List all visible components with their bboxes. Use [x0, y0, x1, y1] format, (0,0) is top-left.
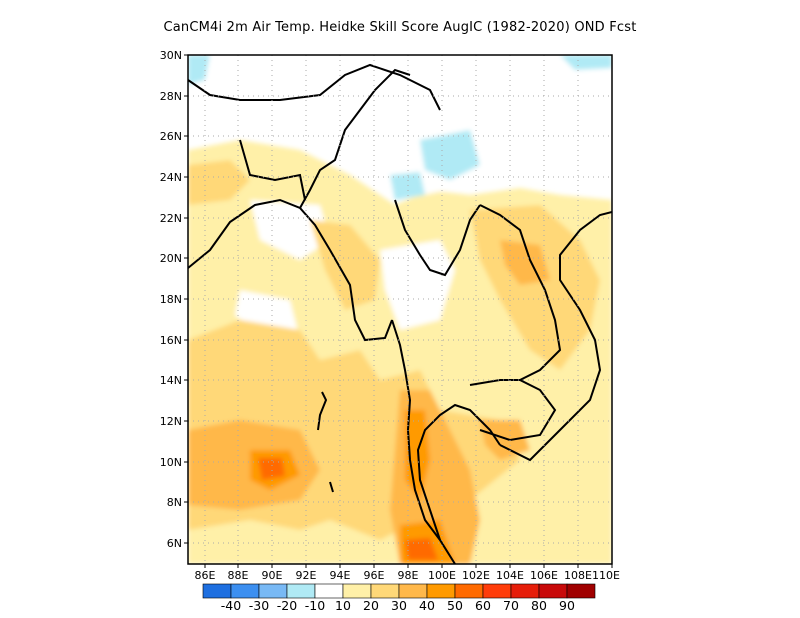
map-title: CanCM4i 2m Air Temp. Heidke Skill Score … [163, 20, 637, 35]
lat-label: 30N [160, 49, 182, 62]
lon-label: 100E [428, 569, 456, 582]
lon-label: 92E [296, 569, 317, 582]
colorbar-label: 20 [363, 598, 379, 613]
score-region-50-60 [258, 458, 285, 480]
lat-label: 26N [160, 130, 182, 143]
score-region-white [188, 55, 612, 200]
score-field [188, 55, 612, 564]
score-region-20-30 [310, 220, 380, 310]
longitude-labels: 86E 88E 90E 92E 94E 96E 98E 100E 102E 10… [195, 569, 620, 582]
colorbar-swatch [454, 583, 484, 599]
lon-label: 96E [364, 569, 385, 582]
lon-label: 88E [228, 569, 249, 582]
coastline-myanmar-thai-peninsula [391, 319, 456, 564]
lat-label: 20N [160, 252, 182, 265]
lat-label: 6N [167, 537, 182, 550]
lat-label: 16N [160, 334, 182, 347]
lat-label: 12N [160, 415, 182, 428]
colorbar-swatch [370, 583, 400, 599]
border-bangladesh [239, 139, 306, 201]
colorbar-swatch [510, 583, 540, 599]
score-region-neg-10 [188, 55, 210, 85]
lat-label: 24N [160, 171, 182, 184]
colorbar [202, 583, 596, 599]
colorbar-label: 10 [335, 598, 351, 613]
colorbar-label: 30 [391, 598, 407, 613]
border-myanmar-thailand [394, 199, 481, 277]
lon-label: 90E [262, 569, 283, 582]
coastlines-borders [188, 63, 612, 564]
plot-frame [187, 54, 613, 565]
colorbar-label: -30 [249, 598, 269, 613]
lon-label: 94E [330, 569, 351, 582]
score-region-white [380, 240, 455, 330]
lon-label: 102E [462, 569, 490, 582]
colorbar-swatch [566, 583, 596, 599]
lat-label: 8N [167, 496, 182, 509]
colorbar-swatch [314, 583, 344, 599]
coastline-andaman-islands [317, 391, 328, 431]
colorbar-label: 80 [531, 598, 547, 613]
lon-label: 106E [530, 569, 558, 582]
colorbar-label: 40 [419, 598, 435, 613]
gridlines [188, 55, 612, 564]
coastline-nicobar-islands [329, 481, 334, 493]
colorbar-swatch [202, 583, 232, 599]
colorbar-swatch [482, 583, 512, 599]
score-region-white [250, 200, 330, 260]
latitude-labels: 30N 28N 26N 24N 22N 20N 18N 16N 14N 12N … [160, 49, 182, 550]
lat-label: 18N [160, 293, 182, 306]
lat-label: 22N [160, 212, 182, 225]
colorbar-swatch [398, 583, 428, 599]
colorbar-label: 50 [447, 598, 463, 613]
lon-label: 108E [564, 569, 592, 582]
score-region-neg-10 [560, 55, 612, 70]
lat-label: 10N [160, 456, 182, 469]
score-region-20-30 [188, 160, 250, 205]
colorbar-label: 70 [503, 598, 519, 613]
border-myanmar-india [299, 68, 411, 209]
lat-label: 14N [160, 374, 182, 387]
colorbar-swatch [342, 583, 372, 599]
score-region-neg-10 [420, 130, 480, 180]
border-china [188, 63, 441, 111]
colorbar-label: -40 [221, 598, 241, 613]
colorbar-swatch [426, 583, 456, 599]
lon-label: 110E [592, 569, 620, 582]
colorbar-swatch [258, 583, 288, 599]
colorbar-swatch [538, 583, 568, 599]
axis-ticks [184, 54, 613, 568]
lon-label: 86E [195, 569, 216, 582]
coastline-indochina [499, 211, 612, 462]
colorbar-swatch [286, 583, 316, 599]
lat-label: 28N [160, 90, 182, 103]
coastline-bay-of-bengal [188, 198, 393, 342]
colorbar-labels: -40 -30 -20 -10 10 20 30 40 50 60 70 80 … [221, 598, 575, 613]
lon-label: 98E [398, 569, 419, 582]
colorbar-label: -20 [277, 598, 297, 613]
border-laos-vietnam [479, 204, 562, 381]
coastline-gulf-of-thailand [416, 403, 501, 541]
colorbar-label: 60 [475, 598, 491, 613]
colorbar-swatch [230, 583, 260, 599]
colorbar-label: 90 [559, 598, 575, 613]
colorbar-label: -10 [305, 598, 325, 613]
lon-label: 104E [496, 569, 524, 582]
score-region-30-40 [480, 420, 530, 460]
